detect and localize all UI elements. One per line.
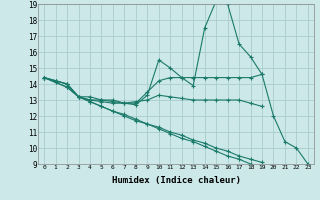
- X-axis label: Humidex (Indice chaleur): Humidex (Indice chaleur): [111, 176, 241, 185]
